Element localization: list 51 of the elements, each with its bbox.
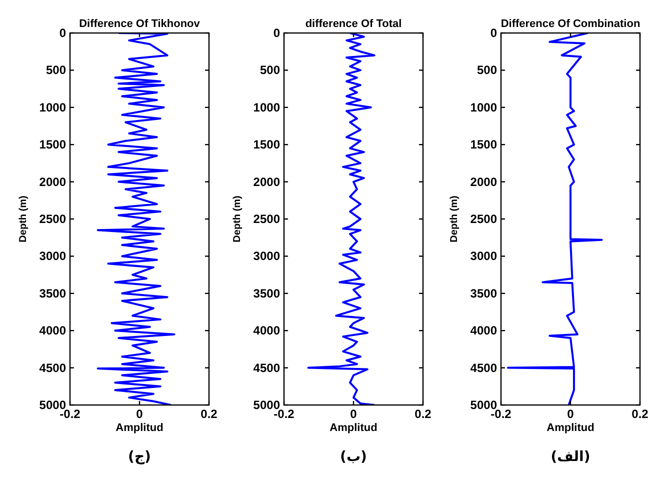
x-tick-label: 0.2	[414, 407, 432, 421]
x-tick-label: 0.2	[200, 407, 218, 421]
y-tick-label: 4500	[39, 360, 66, 375]
x-tick-label: 0.2	[632, 407, 649, 421]
y-tick-label: 3500	[470, 286, 498, 300]
y-tick-label: 500	[46, 63, 66, 78]
y-axis-title: Depth (m)	[449, 196, 460, 242]
x-axis-title: Amplitud	[330, 422, 378, 434]
line-series	[307, 33, 376, 405]
y-tick-label: 500	[260, 63, 280, 78]
y-tick-label: 2500	[253, 212, 280, 226]
y-tick-label: 2000	[39, 174, 66, 189]
chart-title: difference Of Total	[305, 18, 402, 30]
y-tick-label: 4000	[470, 324, 498, 338]
line-series	[96, 33, 176, 405]
y-tick-label: 500	[476, 63, 498, 78]
y-tick-label: 2500	[470, 212, 498, 226]
x-tick-label: 0	[567, 407, 574, 421]
y-tick-label: 1500	[39, 138, 66, 152]
text: (الف)	[550, 449, 590, 465]
text: (ب)	[340, 449, 367, 465]
y-tick-label: 1500	[470, 138, 498, 152]
y-tick-label: 4500	[470, 360, 498, 375]
y-tick-label: 4500	[253, 360, 280, 375]
line-series	[506, 33, 603, 405]
x-tick-label: 0	[350, 407, 358, 421]
y-tick-label: 1000	[39, 100, 66, 114]
x-axis-title: Amplitud	[546, 422, 594, 434]
y-axis-title: Depth (m)	[18, 196, 29, 242]
y-tick-label: 3000	[470, 249, 498, 264]
y-tick-label: 2500	[39, 212, 66, 226]
x-axis-title: Amplitud	[116, 422, 164, 434]
y-tick-label: 1000	[470, 100, 498, 114]
y-tick-label: 1500	[253, 138, 280, 152]
chart-title: Difference Of Combination	[500, 18, 640, 30]
y-tick-label: 0	[273, 26, 280, 40]
y-tick-label: 3000	[253, 249, 280, 264]
y-tick-label: 4000	[253, 324, 280, 338]
y-tick-label: 3500	[253, 286, 280, 300]
x-tick-label: 0	[136, 407, 144, 421]
chart-title: Difference Of Tikhonov	[79, 18, 201, 30]
y-tick-label: 2000	[253, 174, 280, 189]
y-tick-label: 2000	[470, 174, 498, 189]
y-tick-label: 0	[490, 26, 498, 40]
y-tick-label: 4000	[39, 324, 66, 338]
y-tick-label: 3500	[39, 286, 66, 300]
y-axis-title: Depth (m)	[232, 196, 243, 242]
y-tick-label: 1000	[253, 100, 280, 114]
y-tick-label: 0	[59, 26, 66, 40]
text: (ج)	[128, 449, 151, 465]
y-tick-label: 3000	[39, 249, 66, 264]
